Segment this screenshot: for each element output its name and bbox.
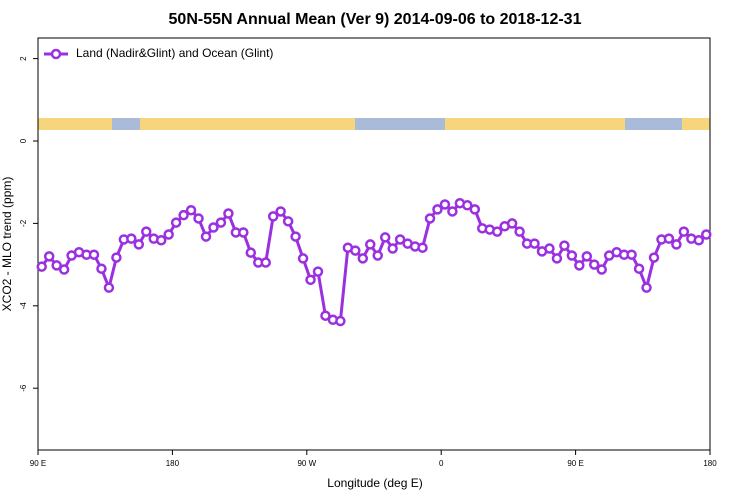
x-tick-label: 90 E	[30, 459, 46, 468]
point-marker	[312, 266, 324, 277]
point-marker	[447, 206, 458, 217]
plot-frame	[37, 37, 711, 451]
land-band	[445, 118, 625, 130]
point-marker	[208, 222, 219, 233]
point-marker	[648, 252, 660, 263]
point-marker	[633, 263, 645, 274]
point-marker	[663, 233, 675, 244]
point-marker	[589, 259, 600, 270]
point-marker	[394, 234, 406, 245]
y-tick-label: -4	[19, 302, 28, 310]
point-marker	[88, 249, 100, 260]
point-marker	[178, 209, 189, 221]
point-marker	[335, 315, 346, 327]
point-marker	[245, 247, 257, 258]
land-band	[682, 118, 710, 130]
point-marker	[529, 238, 540, 249]
legend-swatch-marker	[50, 48, 62, 60]
point-marker	[215, 217, 227, 228]
point-marker	[514, 226, 525, 237]
point-marker	[626, 249, 637, 260]
point-marker	[581, 251, 593, 262]
series-line	[40, 201, 708, 323]
point-marker	[387, 243, 398, 254]
point-marker	[297, 253, 309, 264]
y-tick-label: -6	[19, 384, 28, 392]
point-marker	[155, 235, 167, 246]
land-ocean-band	[38, 118, 710, 130]
point-marker	[320, 310, 331, 321]
y-tick-label: 2	[19, 56, 28, 61]
point-marker	[379, 232, 391, 243]
point-marker	[432, 204, 443, 215]
point-marker	[678, 226, 690, 237]
x-axis-label: Longitude (deg E)	[327, 476, 422, 490]
x-tick-label: 90 W	[297, 459, 316, 468]
point-marker	[641, 282, 652, 293]
point-marker	[305, 274, 316, 286]
point-marker	[43, 251, 55, 262]
point-marker	[36, 261, 47, 272]
point-marker	[111, 252, 122, 263]
x-tick-label: 180	[703, 459, 717, 468]
point-marker	[350, 245, 361, 256]
point-marker	[357, 253, 369, 264]
point-marker	[596, 264, 607, 275]
y-tick-label: -2	[19, 219, 28, 227]
point-marker	[185, 204, 197, 216]
point-marker	[223, 208, 234, 219]
point-marker	[462, 200, 473, 211]
point-marker	[170, 217, 182, 228]
point-marker	[126, 233, 137, 244]
x-tick-label: 0	[439, 459, 444, 468]
point-marker	[551, 253, 563, 264]
point-marker	[267, 211, 279, 222]
x-tick-label: 90 E	[567, 459, 583, 468]
point-marker	[693, 235, 705, 246]
point-marker	[141, 226, 152, 237]
point-marker	[417, 242, 428, 253]
point-marker	[372, 250, 383, 261]
point-marker	[163, 229, 174, 240]
point-marker	[238, 227, 249, 238]
point-marker	[574, 260, 585, 271]
point-marker	[566, 250, 578, 261]
point-marker	[506, 218, 518, 229]
point-marker	[469, 204, 481, 215]
point-marker	[275, 206, 286, 217]
y-axis-label: XCO2 - MLO trend (ppm)	[0, 177, 14, 312]
land-band	[140, 118, 355, 130]
land-band	[38, 118, 112, 130]
chart-title: 50N-55N Annual Mean (Ver 9) 2014-09-06 t…	[169, 11, 582, 28]
point-marker	[439, 199, 451, 210]
point-marker	[282, 216, 294, 227]
y-tick-label: 0	[19, 138, 28, 143]
point-marker	[51, 260, 62, 271]
point-marker	[260, 257, 271, 268]
point-marker	[491, 226, 503, 237]
point-marker	[200, 231, 212, 242]
legend-label: Land (Nadir&Glint) and Ocean (Glint)	[76, 46, 273, 60]
point-marker	[96, 263, 107, 274]
point-marker	[193, 213, 204, 224]
point-marker	[424, 213, 436, 224]
point-marker	[103, 282, 115, 293]
point-marker	[58, 264, 70, 275]
point-marker	[544, 243, 555, 254]
point-marker	[559, 240, 570, 251]
x-tick-label: 180	[166, 459, 180, 468]
point-marker	[365, 239, 376, 250]
point-marker	[290, 231, 301, 242]
point-marker	[701, 229, 712, 240]
point-marker	[671, 239, 682, 250]
point-marker	[133, 239, 145, 250]
